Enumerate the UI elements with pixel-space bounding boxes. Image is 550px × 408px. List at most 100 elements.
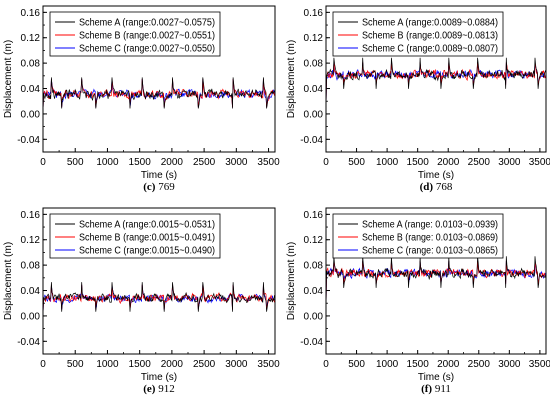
y-tick-label: 0.12 (304, 33, 324, 44)
legend-label-a: Scheme A (range:0.0015~0.0531) (79, 220, 215, 231)
y-tick-label: 0.00 (21, 109, 41, 120)
series-line-c (326, 260, 546, 310)
legend-label-a: Scheme A (range:0.0089~0.0884) (362, 18, 498, 29)
legend-label-c: Scheme C (range:0.0027~0.0550) (79, 44, 215, 55)
chart-panel-2: -0.04 0.00 0.04 0.08 0.12 0.16 0 500 1000 1500 200… (286, 5, 550, 193)
x-tick-label: 1500 (407, 359, 430, 370)
chart-panel-1: -0.04 0.00 0.04 0.08 0.12 0.16 0 500 1000 1500 200… (3, 5, 280, 193)
series-line-c (43, 284, 275, 316)
x-tick-label: 3500 (257, 157, 280, 168)
y-tick-label: -0.04 (17, 337, 40, 348)
y-tick-label: 0.12 (304, 235, 324, 246)
legend-box (49, 11, 221, 57)
plot-frame (325, 5, 547, 153)
legend-label-c: Scheme C (range: 0.0103~0.0865) (362, 246, 498, 257)
y-axis-label: Displacement (m) (3, 40, 14, 118)
legend-label-c: Scheme C (range:0.0015~0.0490) (79, 246, 215, 257)
x-tick-label: 2000 (161, 359, 184, 370)
x-tick-label: 1000 (376, 157, 399, 168)
x-tick-label: 1500 (129, 359, 152, 370)
x-tick-label: 2500 (468, 359, 491, 370)
x-tick-label: 500 (348, 157, 365, 168)
legend-label-b: Scheme B (range:0.0015~0.0491) (79, 233, 215, 244)
x-tick-label: 0 (40, 157, 46, 168)
chart-panel-4: -0.04 0.00 0.04 0.08 0.12 0.16 0 500 1000 1500 200… (286, 207, 550, 395)
y-tick-label: 0.04 (304, 286, 324, 297)
caption-label: (c) (143, 181, 156, 193)
x-tick-label: 0 (323, 359, 329, 370)
panel-caption: (d) 768 (420, 181, 453, 193)
legend-box (49, 213, 221, 259)
x-tick-label: 3500 (529, 359, 550, 370)
x-tick-label: 2000 (437, 359, 460, 370)
legend-label-a: Scheme A (range:0.0027~0.0575) (79, 18, 215, 29)
legend-label-a: Scheme A (range: 0.0103~0.0939) (362, 220, 498, 231)
y-tick-label: 0.08 (21, 59, 41, 70)
legend-box (332, 11, 504, 57)
x-tick-label: 2500 (193, 359, 216, 370)
y-tick-label: 0.00 (304, 109, 324, 120)
y-tick-label: 0.04 (21, 84, 41, 95)
x-tick-label: 1000 (96, 157, 119, 168)
panel-caption: (c) 769 (143, 181, 175, 193)
y-tick-label: 0.12 (21, 235, 41, 246)
x-tick-label: 1500 (129, 157, 152, 168)
y-tick-label: -0.04 (300, 337, 323, 348)
x-tick-label: 3500 (257, 359, 280, 370)
series-line-b (43, 78, 275, 113)
y-tick-label: -0.04 (300, 135, 323, 146)
plot-frame (42, 207, 276, 355)
caption-number: 911 (432, 383, 451, 395)
x-tick-label: 1000 (96, 359, 119, 370)
x-tick-label: 3000 (498, 359, 521, 370)
caption-label: (f) (421, 383, 432, 395)
legend: Scheme A (range: 0.0103~0.0939) Scheme B … (332, 213, 504, 259)
x-axis-label: Time (s) (418, 372, 454, 383)
x-tick-label: 2500 (468, 157, 491, 168)
y-tick-label: 0.08 (304, 261, 324, 272)
y-tick-label: 0.16 (304, 210, 324, 221)
legend-label-b: Scheme B (range:0.0089~0.0813) (362, 31, 498, 42)
caption-label: (e) (143, 383, 156, 395)
legend: Scheme A (range:0.0015~0.0531) Scheme B (… (49, 213, 221, 259)
y-tick-label: 0.08 (21, 261, 41, 272)
series-line-b (326, 260, 546, 310)
caption-label: (d) (420, 181, 434, 193)
x-tick-label: 3500 (529, 157, 550, 168)
series-line-c (326, 62, 546, 109)
y-tick-label: 0.04 (304, 84, 324, 95)
chart-panel-3: -0.04 0.00 0.04 0.08 0.12 0.16 0 500 1000 1500 200… (3, 207, 280, 395)
y-tick-label: 0.16 (21, 8, 41, 19)
x-tick-label: 2000 (161, 157, 184, 168)
panel-caption: (f) 911 (421, 383, 451, 395)
plot-frame (42, 5, 276, 153)
y-axis-label: Displacement (m) (286, 40, 297, 118)
caption-number: 768 (433, 181, 453, 193)
y-tick-label: 0.00 (304, 311, 324, 322)
y-tick-label: 0.04 (21, 286, 41, 297)
x-tick-label: 1000 (376, 359, 399, 370)
x-tick-label: 0 (323, 157, 329, 168)
series-line-a (326, 57, 546, 109)
y-axis-label: Displacement (m) (286, 242, 297, 320)
x-axis-label: Time (s) (141, 372, 177, 383)
y-tick-label: 0.16 (21, 210, 41, 221)
legend-label-b: Scheme B (range: 0.0103~0.0869) (362, 233, 498, 244)
y-tick-label: 0.00 (21, 311, 41, 322)
x-tick-label: 2500 (193, 157, 216, 168)
x-tick-label: 2000 (437, 157, 460, 168)
series-line-a (326, 256, 546, 310)
series-line-b (326, 62, 546, 109)
legend-label-b: Scheme B (range:0.0027~0.0551) (79, 31, 215, 42)
legend-box (332, 213, 504, 259)
x-tick-label: 500 (348, 359, 365, 370)
x-tick-label: 500 (67, 359, 84, 370)
y-tick-label: 0.16 (304, 8, 324, 19)
x-axis-label: Time (s) (418, 170, 454, 181)
x-axis-label: Time (s) (141, 170, 177, 181)
y-tick-label: 0.12 (21, 33, 41, 44)
caption-number: 912 (155, 383, 174, 395)
legend: Scheme A (range:0.0027~0.0575) Scheme B (… (49, 11, 221, 57)
series-line-a (43, 77, 275, 113)
x-tick-label: 500 (67, 157, 84, 168)
